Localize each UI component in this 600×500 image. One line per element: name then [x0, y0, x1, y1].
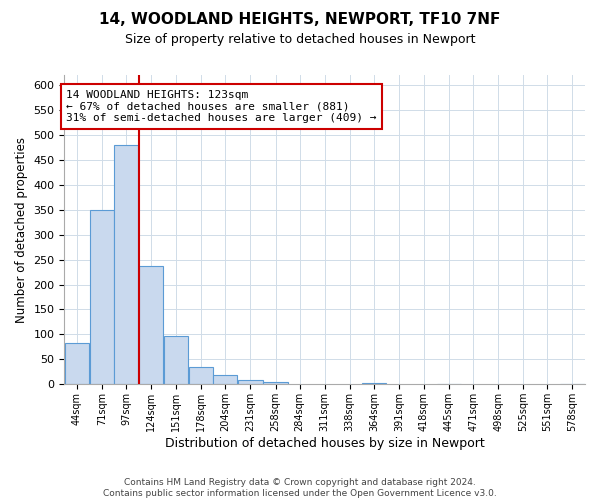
Bar [114, 145, 138, 384]
Text: 14 WOODLAND HEIGHTS: 123sqm
← 67% of detached houses are smaller (881)
31% of se: 14 WOODLAND HEIGHTS: 123sqm ← 67% of det… [66, 90, 377, 123]
Text: Contains HM Land Registry data © Crown copyright and database right 2024.
Contai: Contains HM Land Registry data © Crown c… [103, 478, 497, 498]
Bar [238, 380, 263, 384]
Bar [362, 383, 386, 384]
Bar [164, 336, 188, 384]
Bar [90, 210, 114, 384]
X-axis label: Distribution of detached houses by size in Newport: Distribution of detached houses by size … [165, 437, 485, 450]
Bar [189, 367, 214, 384]
Bar [214, 376, 238, 384]
Bar [139, 266, 163, 384]
Text: 14, WOODLAND HEIGHTS, NEWPORT, TF10 7NF: 14, WOODLAND HEIGHTS, NEWPORT, TF10 7NF [100, 12, 500, 28]
Y-axis label: Number of detached properties: Number of detached properties [15, 136, 28, 322]
Bar [263, 382, 287, 384]
Bar [65, 343, 89, 384]
Text: Size of property relative to detached houses in Newport: Size of property relative to detached ho… [125, 32, 475, 46]
